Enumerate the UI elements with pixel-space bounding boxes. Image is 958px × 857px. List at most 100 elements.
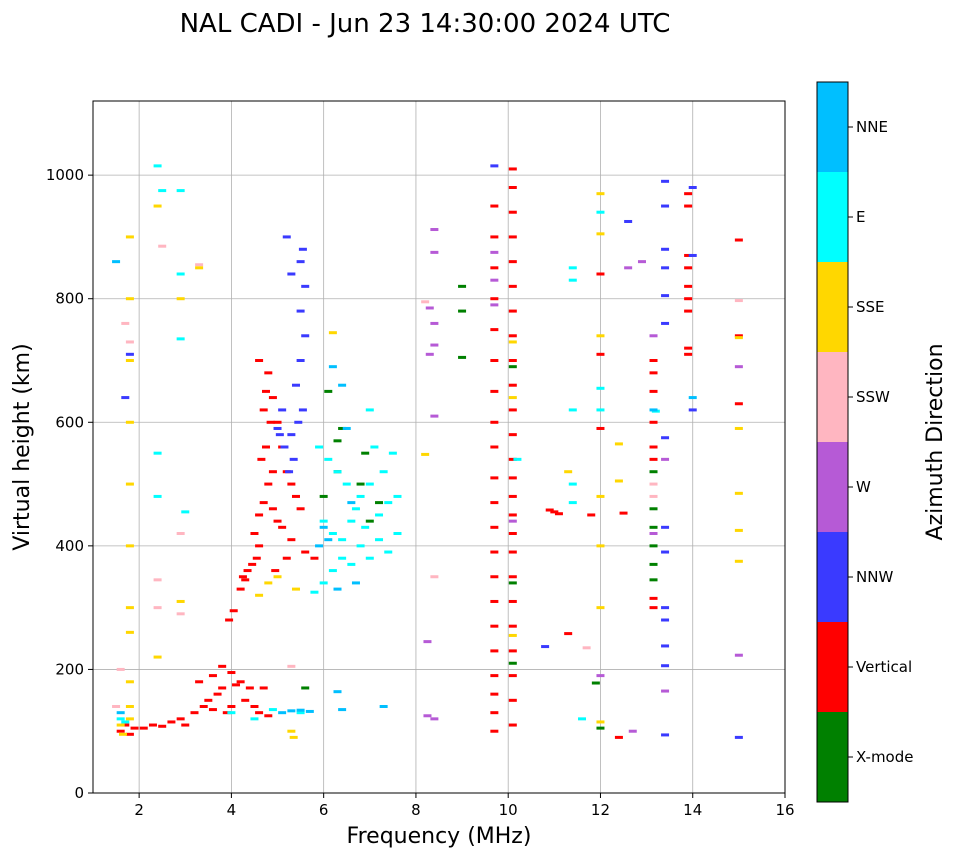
data-point [273, 420, 282, 424]
data-point [596, 726, 605, 730]
x-tick-label: 12 [591, 801, 610, 819]
data-point [596, 674, 605, 678]
data-point [125, 482, 134, 486]
data-point [490, 420, 499, 424]
data-point [238, 575, 247, 579]
data-point [430, 228, 439, 232]
data-point [176, 599, 185, 603]
data-point [116, 717, 125, 721]
data-point [287, 482, 296, 486]
data-point [255, 359, 264, 362]
data-point [116, 667, 125, 671]
data-point [241, 578, 250, 582]
data-point [430, 575, 439, 579]
data-point [649, 482, 658, 486]
data-point [508, 633, 517, 637]
data-point [301, 686, 310, 690]
data-point [684, 266, 693, 270]
data-point [649, 371, 658, 375]
data-point [684, 204, 693, 208]
data-point [291, 494, 300, 498]
data-point [125, 705, 134, 708]
data-point [734, 238, 743, 242]
data-point [591, 681, 600, 685]
data-point [365, 556, 374, 560]
data-point [734, 559, 743, 563]
data-point [125, 544, 134, 548]
colorbar-label: E [856, 208, 865, 226]
data-point [176, 612, 185, 616]
data-point [262, 389, 270, 393]
data-point [688, 186, 697, 189]
data-point [423, 714, 432, 718]
data-point [287, 538, 296, 542]
y-tick-label: 200 [55, 660, 84, 678]
data-point [508, 476, 517, 480]
data-point [490, 235, 499, 239]
data-point [596, 426, 605, 430]
data-point [338, 538, 347, 542]
data-point [208, 708, 217, 712]
data-point [125, 352, 134, 356]
x-axis-label: Frequency (MHz) [347, 824, 532, 849]
data-point [688, 253, 697, 257]
data-point [125, 717, 134, 721]
data-point [661, 664, 670, 668]
data-point [684, 284, 693, 288]
data-point [508, 396, 517, 400]
data-point [278, 525, 287, 529]
data-point [255, 544, 264, 548]
data-point [490, 445, 499, 449]
data-point [490, 328, 499, 332]
data-point [661, 525, 670, 529]
data-point [661, 179, 670, 183]
data-point [195, 680, 204, 684]
data-point [508, 284, 517, 288]
data-point [319, 581, 328, 585]
data-point [271, 569, 280, 573]
data-point [649, 578, 658, 582]
data-point [628, 729, 637, 733]
colorbar-label: NNE [856, 118, 888, 136]
data-point [298, 408, 307, 412]
data-point [564, 632, 573, 636]
data-point [661, 689, 670, 693]
data-point [490, 266, 499, 270]
data-point [289, 735, 298, 739]
data-point [298, 247, 307, 251]
data-point [264, 482, 273, 486]
data-point [347, 519, 356, 523]
data-point [287, 664, 296, 668]
data-point [176, 717, 185, 721]
colorbar-label: Vertical [856, 658, 912, 676]
data-point [568, 278, 577, 282]
data-point [596, 386, 605, 390]
chart-title: NAL CADI - Jun 23 14:30:00 2024 UTC [180, 9, 671, 39]
colorbar-segment [817, 622, 848, 712]
data-point [578, 717, 587, 721]
plot-frame [92, 100, 786, 794]
data-point [338, 708, 347, 712]
data-point [236, 680, 245, 684]
data-point [734, 491, 743, 495]
data-point [250, 532, 259, 535]
data-point [508, 519, 517, 523]
data-point [596, 408, 605, 412]
data-point [218, 664, 227, 668]
colorbar-label: NNW [856, 568, 893, 586]
data-point [568, 266, 577, 270]
colorbar-frame [816, 81, 849, 803]
data-point [734, 336, 743, 340]
colorbar-segment [817, 172, 848, 262]
data-point [370, 445, 379, 449]
data-point [684, 192, 693, 196]
colorbar-segment [817, 442, 848, 532]
data-point [264, 714, 273, 718]
data-point [508, 513, 517, 517]
data-point [661, 204, 670, 208]
data-point [319, 525, 328, 529]
data-point [649, 457, 658, 461]
data-point [319, 494, 328, 498]
data-point [508, 581, 517, 585]
data-point [490, 525, 499, 529]
